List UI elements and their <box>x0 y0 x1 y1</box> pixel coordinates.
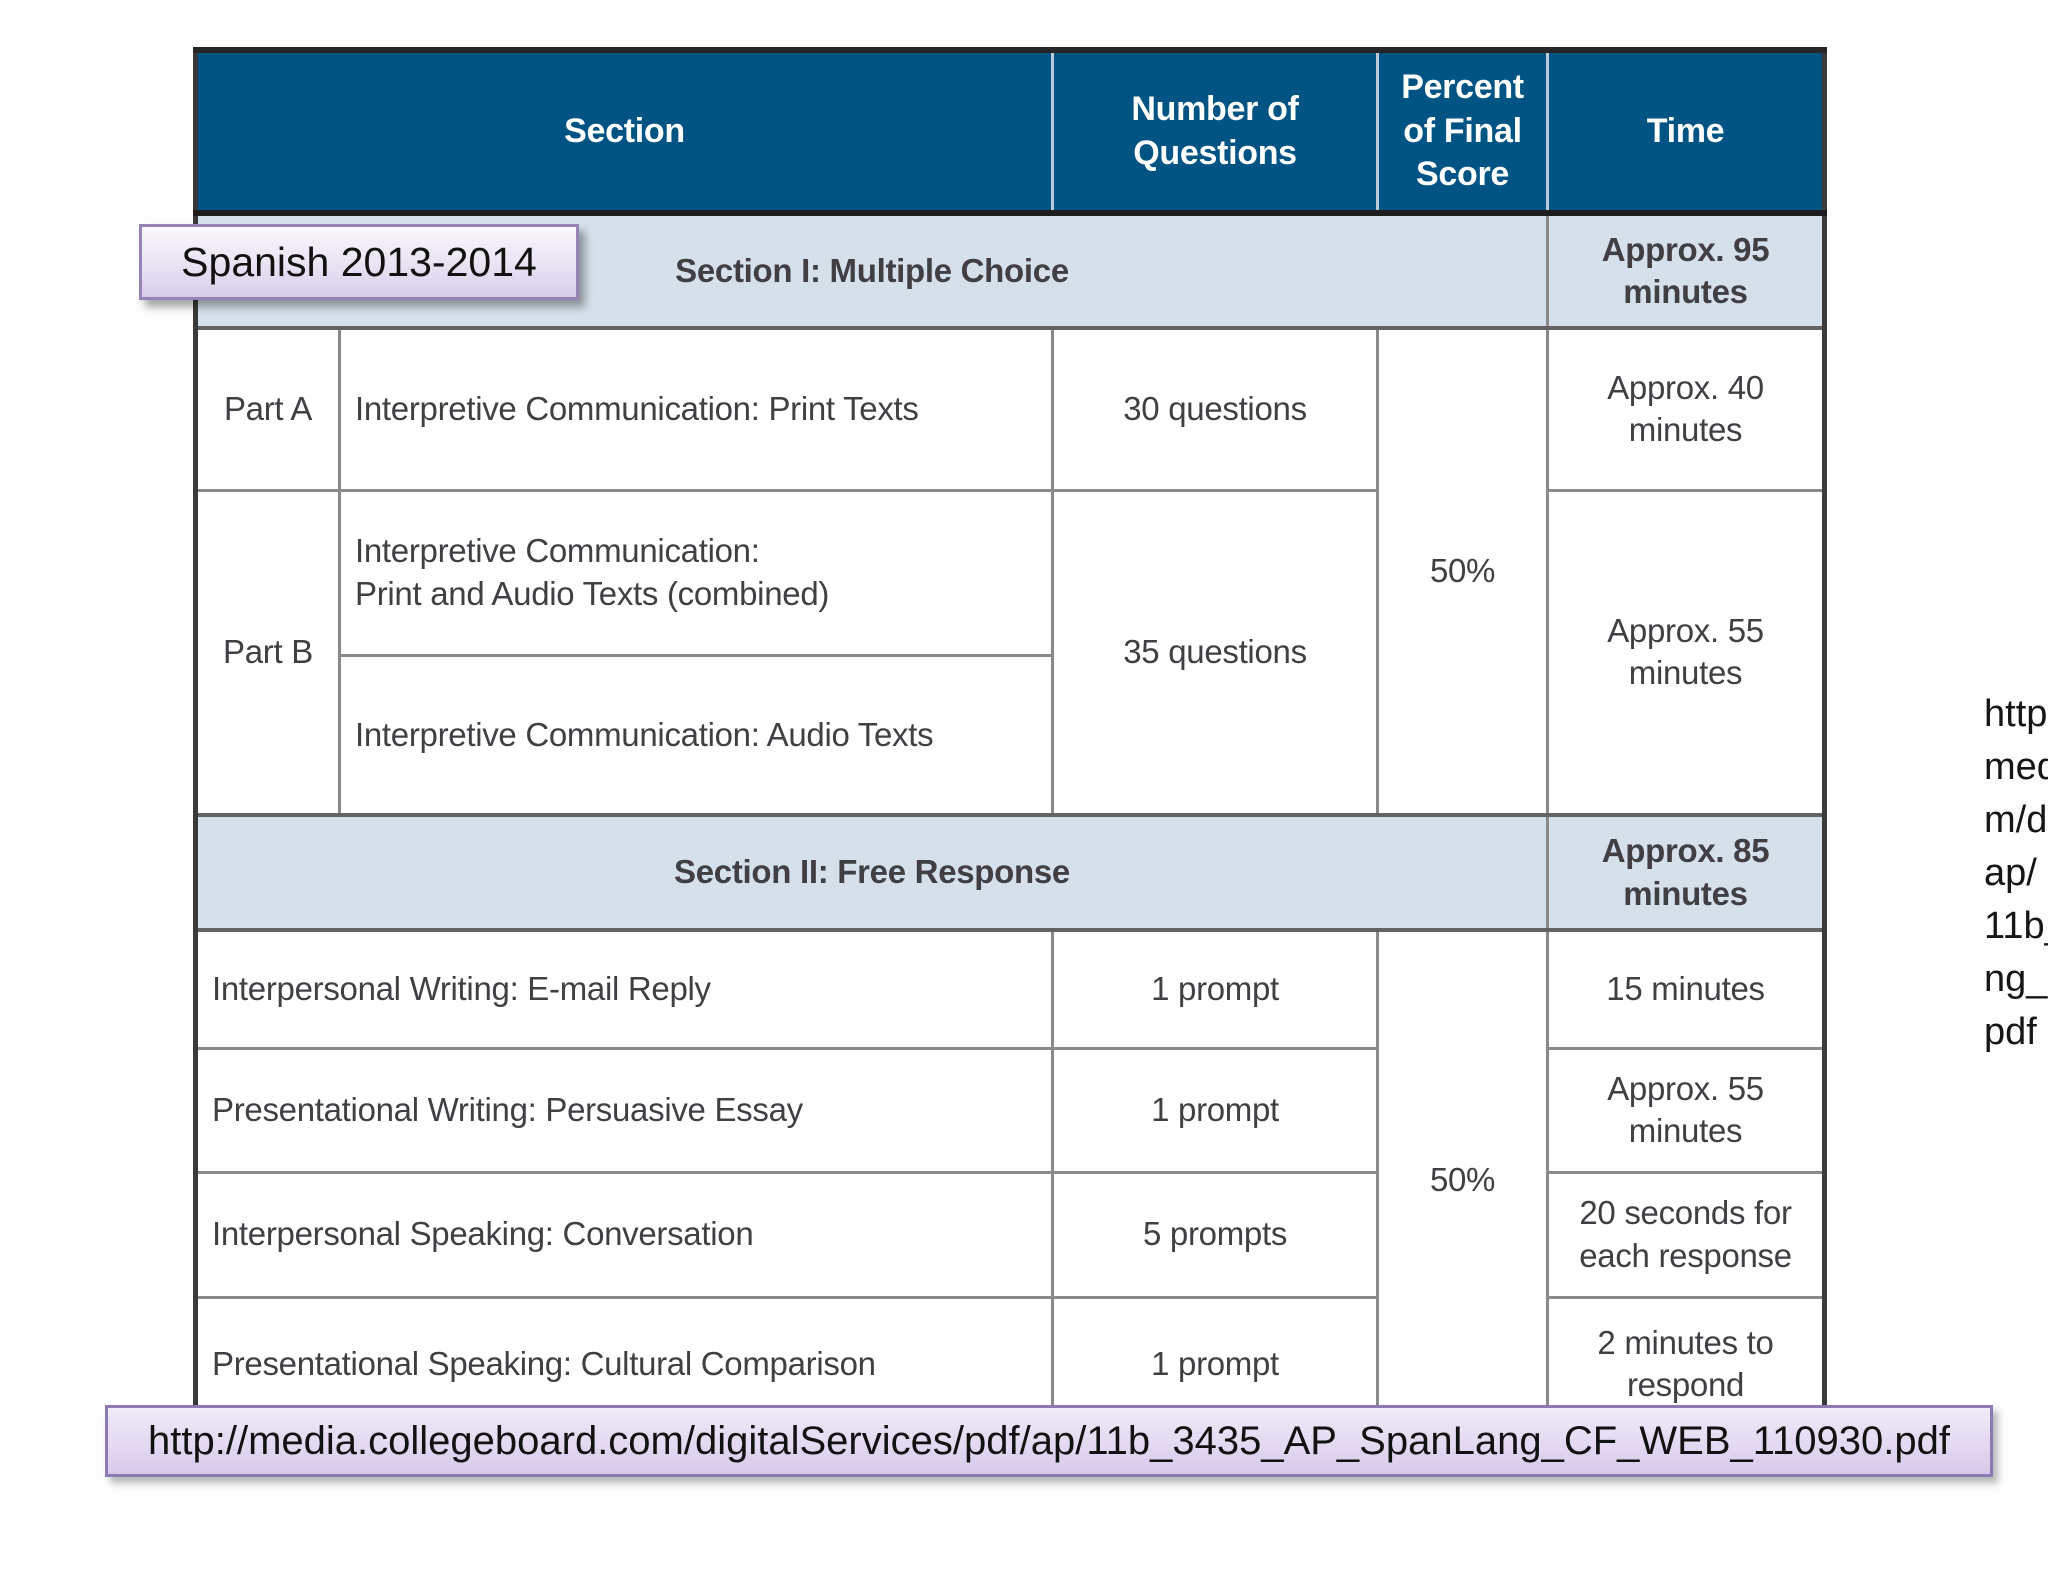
col-header-time: Time <box>1546 50 1825 216</box>
clipped-url-line: m/d <box>1984 799 2048 841</box>
email-reply-row: Interpersonal Writing: E-mail Reply 1 pr… <box>193 928 1827 1432</box>
col-header-section: Section <box>195 50 1055 216</box>
part-a-label: Part A <box>194 326 341 492</box>
section2-title: Section II: Free Response <box>195 813 1550 932</box>
section2-band-row: Section II: Free Response Approx. 85 min… <box>195 813 1827 932</box>
persuasive-essay-row: Presentational Writing: Persuasive Essay… <box>193 1046 1827 1174</box>
conversation-questions: 5 prompts <box>1051 1170 1380 1299</box>
col-header-questions: Number of Questions <box>1051 50 1380 216</box>
clipped-url-line: 11b_ <box>1984 905 2048 947</box>
email-reply-questions: 1 prompt <box>1051 928 1380 1050</box>
persuasive-essay-time: Approx. 55 minutes <box>1546 1046 1827 1174</box>
conversation-desc: Interpersonal Speaking: Conversation <box>193 1170 1055 1299</box>
part-a-time: Approx. 40 minutes <box>1546 326 1827 492</box>
section1-time: Approx. 95 minutes <box>1546 211 1827 330</box>
clipped-url-line: med <box>1984 746 2048 788</box>
part-b-row-audio: Interpretive Communication: Audio Texts <box>196 653 1825 817</box>
part-b-questions: 35 questions <box>1051 488 1380 817</box>
email-reply-time: 15 minutes <box>1546 928 1827 1050</box>
clipped-url-line: ap/ <box>1984 852 2037 894</box>
part-b-desc-audio: Interpretive Communication: Audio Texts <box>337 653 1055 817</box>
email-reply-desc: Interpersonal Writing: E-mail Reply <box>193 928 1055 1050</box>
clipped-url-text: http med m/d ap/ 11b_ ng_ pdf <box>1984 688 2048 1059</box>
part-a-questions: 30 questions <box>1051 326 1380 492</box>
section2-percent: 50% <box>1376 928 1550 1432</box>
part-b-row-combined: Part B Interpretive Communication: Print… <box>194 488 1827 817</box>
section2-time: Approx. 85 minutes <box>1546 813 1827 932</box>
persuasive-essay-desc: Presentational Writing: Persuasive Essay <box>193 1046 1055 1174</box>
clipped-url-line: pdf <box>1984 1011 2037 1053</box>
course-label: Spanish 2013-2014 <box>139 224 579 300</box>
clipped-url-line: http <box>1984 693 2048 735</box>
conversation-row: Interpersonal Speaking: Conversation 5 p… <box>193 1170 1827 1299</box>
part-b-desc-combined: Interpretive Communication: Print and Au… <box>337 488 1055 657</box>
part-b-label: Part B <box>194 488 341 817</box>
table-header-row: Section Number of Questions Percent of F… <box>195 50 1825 216</box>
col-header-percent: Percent of Final Score <box>1376 50 1550 216</box>
clipped-url-line: ng_ <box>1984 958 2048 1000</box>
part-a-row: Part A Interpretive Communication: Print… <box>194 326 1827 817</box>
section1-percent: 50% <box>1376 326 1550 817</box>
conversation-time: 20 seconds for each response <box>1546 1170 1827 1299</box>
persuasive-essay-questions: 1 prompt <box>1051 1046 1380 1174</box>
source-url-bar: http://media.collegeboard.com/digitalSer… <box>105 1405 1993 1477</box>
part-b-time: Approx. 55 minutes <box>1546 488 1827 817</box>
part-a-desc: Interpretive Communication: Print Texts <box>337 326 1055 492</box>
exam-format-table: Section Number of Questions Percent of F… <box>193 47 1828 1432</box>
